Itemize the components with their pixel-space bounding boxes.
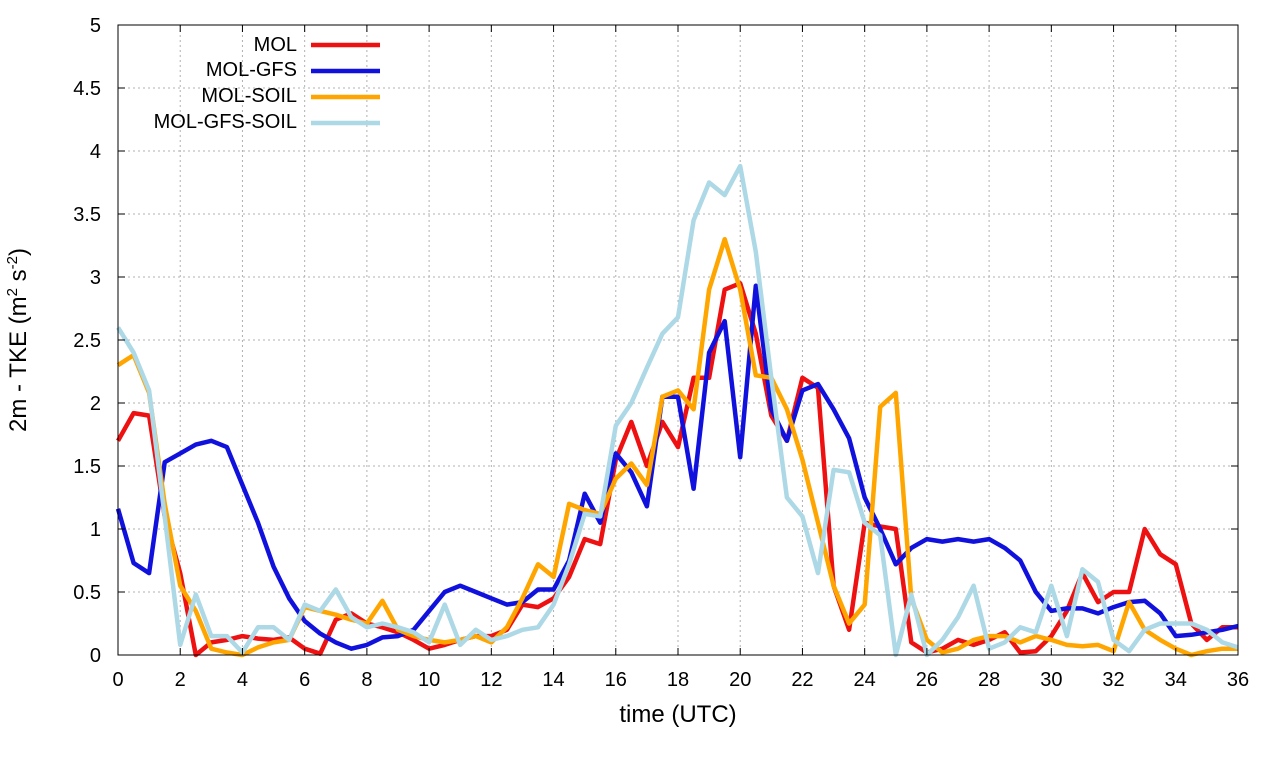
y-tick-label: 1.5 [73,456,101,478]
legend-entry-mol-soil: MOL-SOIL [201,85,380,107]
x-axis-title: time (UTC) [619,701,736,728]
y-tick-label: 0 [90,645,101,667]
x-tick-label: 18 [667,669,689,691]
x-tick-label: 16 [605,669,627,691]
y-tick-label: 4.5 [73,78,101,100]
y-axis-ticks: 0 0.5 1 1.5 2 2.5 3 3.5 4 4.5 5 [73,15,1238,667]
x-tick-label: 12 [480,669,502,691]
y-axis-title-end: ) [5,248,32,256]
x-axis-ticks: 0 2 4 6 8 10 12 14 16 18 20 22 24 26 28 30 32 34 36 [112,25,1249,691]
x-tick-label: 28 [978,669,1000,691]
y-tick-label: 2.5 [73,330,101,352]
x-tick-label: 26 [916,669,938,691]
y-tick-label: 3 [90,267,101,289]
series-line-mol-gfs-soil [116,163,1239,658]
x-tick-label: 6 [299,669,310,691]
x-tick-label: 2 [175,669,186,691]
y-tick-label: 2 [90,393,101,415]
x-tick-label: 8 [361,669,372,691]
x-tick-label: 20 [729,669,751,691]
y-tick-label: 4 [90,141,101,163]
x-tick-label: 36 [1227,669,1249,691]
y-tick-label: 5 [90,15,101,37]
y-tick-label: 1 [90,519,101,541]
legend: MOL MOL-GFS MOL-SOIL MOL-GFS-SOIL [154,34,380,133]
y-axis-title-base: 2m - TKE (m [5,296,32,432]
x-tick-label: 22 [791,669,813,691]
x-tick-label: 14 [542,669,564,691]
legend-entry-mol-gfs-soil: MOL-GFS-SOIL [154,111,380,133]
legend-label-mol-soil: MOL-SOIL [201,85,297,107]
series-line-mol-gfs [115,283,1239,651]
x-tick-label: 24 [854,669,876,691]
x-tick-label: 30 [1040,669,1062,691]
legend-label-mol-gfs: MOL-GFS [206,59,297,81]
y-axis-title-sup1: 2 [4,288,21,296]
x-tick-label: 10 [418,669,440,691]
y-axis-title: 2m - TKE (m2 s-2) [4,248,32,432]
y-tick-label: 0.5 [73,582,101,604]
y-axis-title-sup2: -2 [4,256,21,269]
x-tick-label: 4 [237,669,248,691]
grid [118,25,1238,655]
x-tick-label: 34 [1165,669,1187,691]
legend-entry-mol: MOL [254,34,380,56]
x-tick-label: 32 [1102,669,1124,691]
legend-label-mol: MOL [254,34,297,56]
x-tick-label: 0 [112,669,123,691]
y-tick-label: 3.5 [73,204,101,226]
series-line-mol [116,281,1238,658]
legend-label-mol-gfs-soil: MOL-GFS-SOIL [154,111,297,133]
y-axis-title-mid: s [5,269,32,288]
legend-entry-mol-gfs: MOL-GFS [206,59,380,81]
